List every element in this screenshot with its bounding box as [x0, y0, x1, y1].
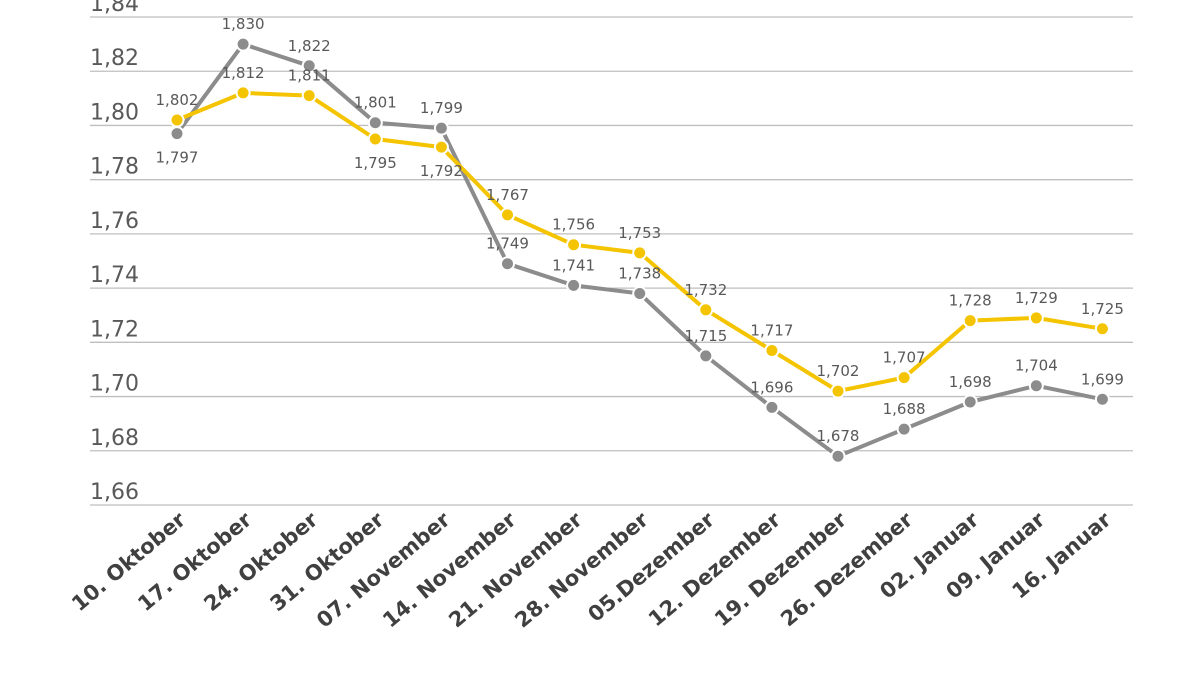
data-label-yellow: 1,728	[949, 292, 992, 310]
data-point-yellow	[896, 370, 912, 386]
data-point-yellow	[500, 207, 515, 223]
y-tick-label: 1,68	[90, 426, 139, 451]
data-label-yellow: 1,756	[552, 216, 595, 234]
data-point-yellow	[301, 88, 317, 104]
data-point-yellow	[830, 383, 846, 399]
data-label-yellow: 1,811	[288, 67, 331, 85]
y-tick-label: 1,80	[90, 100, 139, 125]
data-label-gray: 1,688	[883, 400, 926, 418]
data-point-yellow	[632, 245, 648, 261]
data-point-yellow	[698, 302, 714, 318]
data-point-gray	[962, 394, 978, 410]
data-point-yellow	[1094, 321, 1110, 337]
y-tick-label: 1,78	[90, 155, 139, 180]
data-label-yellow: 1,702	[817, 362, 860, 380]
data-label-gray: 1,749	[486, 235, 529, 253]
y-tick-label: 1,82	[90, 46, 139, 71]
data-point-yellow	[962, 313, 978, 329]
data-label-gray: 1,678	[817, 427, 860, 445]
data-point-gray	[698, 348, 714, 364]
data-point-gray	[632, 286, 648, 302]
data-label-gray: 1,822	[288, 37, 331, 55]
data-point-yellow	[367, 131, 383, 147]
x-tick-label: 31. Oktober	[266, 507, 389, 616]
data-point-gray	[1028, 378, 1044, 394]
data-labels: 1,797 1,830 1,822 1,801 1,799 1,749 1,741 1,738…	[156, 15, 1124, 445]
x-tick-label: 24. Oktober	[199, 507, 322, 616]
data-point-gray	[500, 256, 515, 272]
data-label-gray: 1,715	[684, 327, 727, 345]
data-label-yellow: 1,717	[750, 321, 793, 339]
data-label-gray: 1,738	[618, 265, 661, 283]
y-tick-label: 1,76	[90, 209, 139, 234]
data-label-yellow: 1,707	[883, 349, 926, 367]
y-tick-label: 1,70	[90, 372, 139, 397]
data-label-gray: 1,698	[949, 373, 992, 391]
y-tick-label: 1,66	[90, 480, 139, 505]
data-label-yellow: 1,795	[354, 154, 397, 172]
y-axis-ticks: 1,66 1,68 1,70 1,72 1,74 1,76 1,78 1,80 1,82 1,84	[90, 0, 139, 505]
data-label-yellow: 1,767	[486, 186, 529, 204]
data-point-gray	[896, 421, 912, 437]
data-label-yellow: 1,732	[684, 281, 727, 299]
data-point-gray	[235, 36, 251, 52]
data-label-gray: 1,797	[156, 149, 199, 167]
data-label-yellow: 1,802	[156, 91, 199, 109]
series-line-yellow	[175, 90, 1105, 394]
data-point-yellow	[1028, 310, 1044, 326]
data-label-gray: 1,801	[354, 94, 397, 112]
data-point-yellow	[169, 112, 185, 128]
data-point-gray	[169, 126, 185, 142]
data-point-yellow	[764, 342, 780, 358]
data-point-gray	[566, 277, 582, 293]
data-label-gray: 1,699	[1081, 370, 1124, 388]
data-point-gray	[367, 115, 383, 131]
y-tick-label: 1,84	[90, 0, 139, 17]
data-point-yellow	[235, 85, 251, 101]
data-label-yellow: 1,725	[1081, 300, 1124, 318]
data-point-yellow	[566, 237, 582, 253]
x-tick-label: 10. Oktober	[67, 507, 190, 616]
data-label-yellow: 1,729	[1015, 289, 1058, 307]
data-point-gray	[764, 399, 780, 415]
data-label-yellow: 1,812	[222, 64, 265, 82]
data-point-yellow	[433, 139, 449, 155]
x-tick-label: 17. Oktober	[133, 507, 256, 616]
series-markers	[169, 36, 1110, 464]
y-tick-label: 1,74	[90, 263, 139, 288]
data-point-gray	[301, 58, 317, 74]
data-label-gray: 1,704	[1015, 357, 1058, 375]
y-tick-label: 1,72	[90, 317, 139, 342]
data-label-gray: 1,830	[222, 15, 265, 33]
data-label-gray: 1,696	[750, 378, 793, 396]
data-label-gray: 1,741	[552, 256, 595, 274]
data-point-gray	[830, 448, 846, 464]
data-point-gray	[433, 120, 449, 136]
data-label-gray: 1,799	[420, 99, 463, 117]
data-label-yellow: 1,792	[420, 162, 463, 180]
data-label-yellow: 1,753	[618, 224, 661, 242]
data-point-gray	[1094, 391, 1110, 407]
